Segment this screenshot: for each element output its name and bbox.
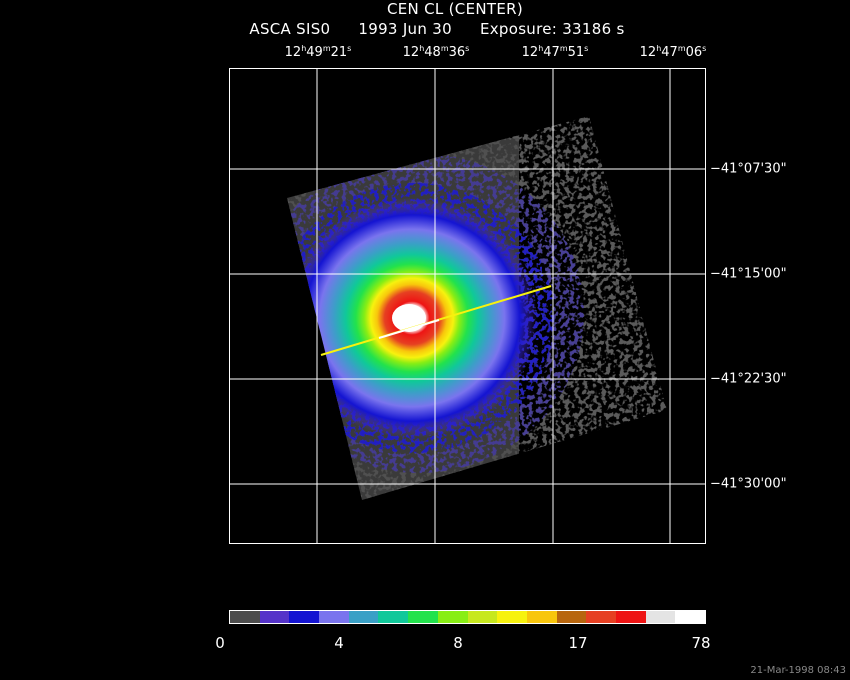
- ra-tick-label: 12h49m21s: [284, 44, 352, 60]
- colorbar-tick-label: 8: [453, 634, 463, 652]
- observation-info: ASCA SIS0 1993 Jun 30 Exposure: 33186 s: [12, 21, 850, 38]
- colorbar-segment: [378, 611, 409, 623]
- ra-tick-label: 12h47m06s: [639, 44, 707, 60]
- dec-tick-label: −41°07'30": [710, 161, 787, 177]
- ra-tick-label: 12h47m51s: [521, 44, 589, 60]
- ra-tick-label: 12h48m36s: [402, 44, 470, 60]
- colorbar-segment: [675, 611, 705, 623]
- instrument-label: ASCA SIS0: [249, 20, 331, 38]
- colorbar-segment: [586, 611, 616, 623]
- colorbar-segment: [615, 611, 646, 623]
- colorbar-tick-label: 78: [691, 634, 711, 652]
- colorbar-segment: [230, 611, 260, 623]
- dec-tick-label: −41°30'00": [710, 476, 787, 492]
- observation-date: 1993 Jun 30: [358, 20, 452, 38]
- plot-timestamp: 21-Mar-1998 08:43: [750, 665, 846, 676]
- coordinate-grid: [229, 68, 706, 544]
- colorbar-segment: [645, 611, 676, 623]
- colorbar-segment: [467, 611, 498, 623]
- intensity-colorbar: [229, 610, 706, 624]
- colorbar-segment: [348, 611, 379, 623]
- dec-tick-label: −41°22'30": [710, 371, 787, 387]
- colorbar-segment: [556, 611, 587, 623]
- colorbar-tick-label: 4: [334, 634, 344, 652]
- colorbar-segment: [289, 611, 320, 623]
- colorbar-segment: [259, 611, 290, 623]
- image-title: CEN CL (CENTER): [387, 0, 523, 18]
- colorbar-tick-label: 0: [215, 634, 225, 652]
- colorbar-segment: [497, 611, 527, 623]
- colorbar-segment: [319, 611, 349, 623]
- colorbar-segment: [437, 611, 468, 623]
- exposure-label: Exposure: 33186 s: [479, 20, 625, 38]
- colorbar-segment: [526, 611, 557, 623]
- dec-tick-label: −41°15'00": [710, 266, 787, 282]
- colorbar-segment: [408, 611, 438, 623]
- xray-image-frame: [229, 68, 706, 544]
- colorbar-tick-label: 17: [568, 634, 588, 652]
